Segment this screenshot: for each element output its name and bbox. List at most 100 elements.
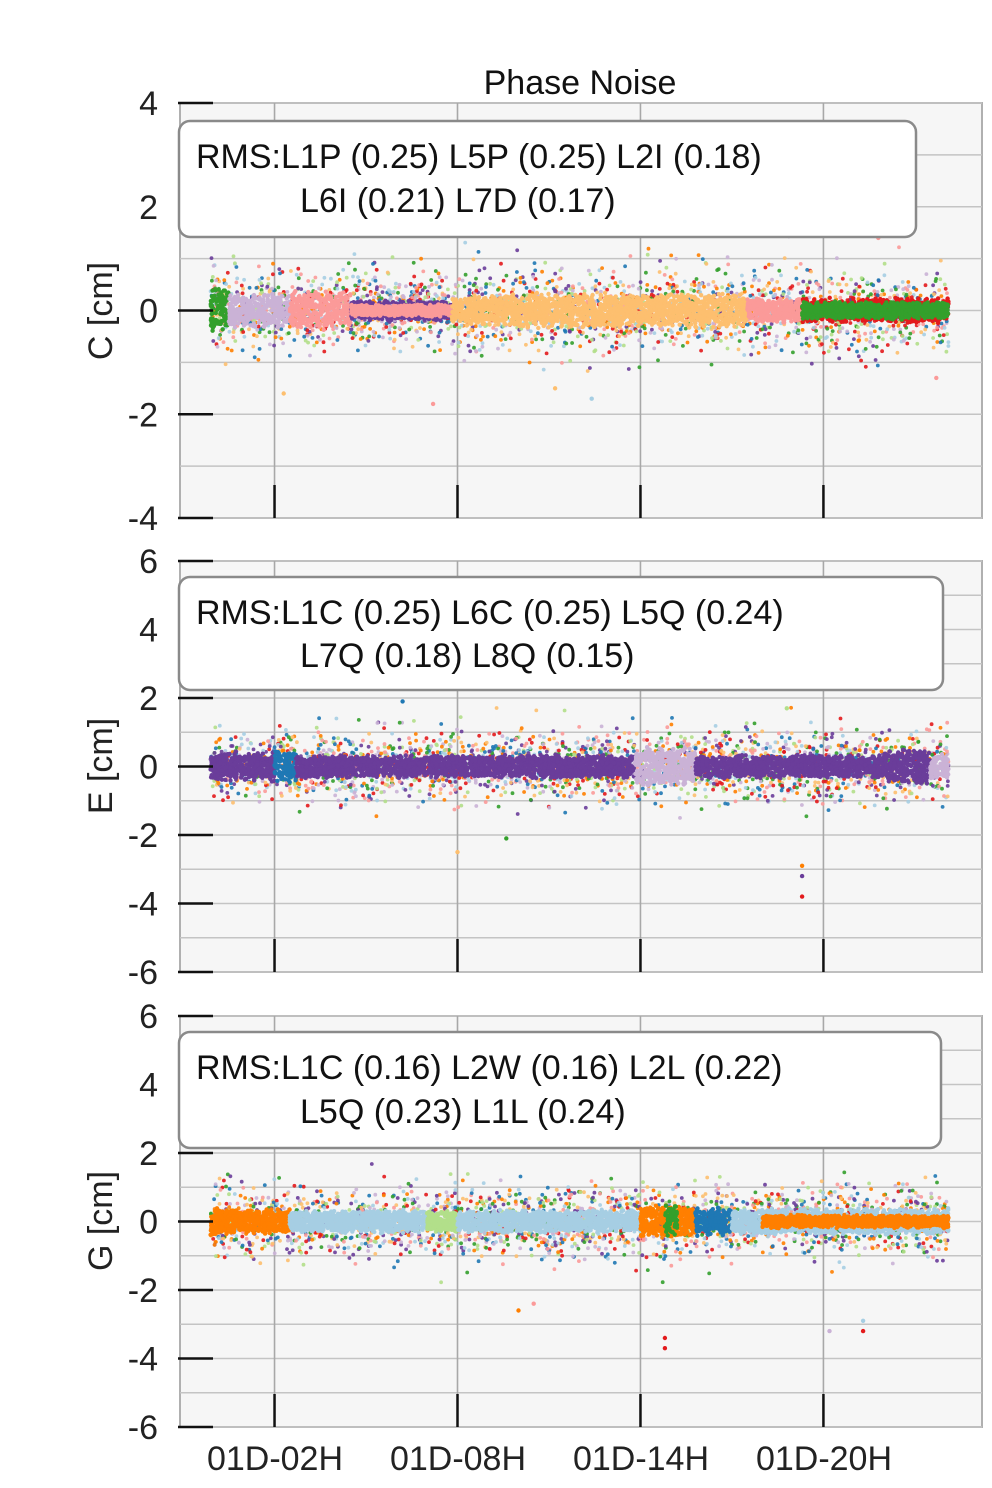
data-point	[931, 336, 935, 340]
data-point	[883, 262, 887, 266]
data-point	[915, 342, 919, 346]
data-point	[456, 313, 460, 317]
data-point	[384, 325, 388, 329]
data-point	[427, 285, 431, 289]
data-point	[845, 283, 849, 287]
data-point	[381, 290, 385, 294]
data-point	[710, 363, 714, 367]
data-point	[590, 338, 594, 342]
data-point	[438, 314, 442, 318]
data-point	[326, 311, 330, 315]
data-point	[356, 275, 360, 279]
data-point	[211, 299, 215, 303]
data-point	[232, 330, 236, 334]
data-point	[407, 328, 411, 332]
data-point	[241, 291, 245, 295]
data-point	[368, 327, 372, 331]
data-point	[665, 266, 669, 270]
data-point	[608, 284, 612, 288]
data-point	[421, 311, 425, 315]
data-point	[444, 276, 448, 280]
data-point	[343, 320, 347, 324]
data-point	[331, 343, 335, 347]
data-point	[859, 359, 863, 363]
data-point	[353, 312, 357, 316]
data-point	[885, 327, 889, 331]
data-point	[577, 282, 581, 286]
data-point	[845, 330, 849, 334]
data-point	[697, 284, 701, 288]
data-point	[446, 327, 450, 331]
data-point	[259, 281, 263, 285]
data-point	[720, 285, 724, 289]
data-point	[901, 334, 905, 338]
data-point	[935, 326, 939, 330]
data-point	[438, 331, 442, 335]
data-point	[757, 288, 761, 292]
data-point	[827, 279, 831, 283]
data-point	[377, 310, 381, 314]
data-point	[271, 262, 275, 266]
data-point	[292, 338, 296, 342]
data-point	[437, 340, 441, 344]
data-point	[810, 362, 814, 366]
data-point	[472, 258, 476, 262]
data-point	[828, 290, 832, 294]
data-point	[925, 272, 929, 276]
data-point	[857, 285, 861, 289]
data-point	[398, 350, 402, 354]
data-point	[508, 349, 512, 353]
data-point	[366, 282, 370, 286]
data-point	[474, 289, 478, 293]
data-point	[331, 307, 335, 311]
data-point	[866, 323, 870, 327]
data-point	[222, 278, 226, 282]
data-point	[414, 286, 418, 290]
data-point	[328, 337, 332, 341]
data-point	[650, 328, 654, 332]
data-point	[907, 336, 911, 340]
data-point	[302, 335, 306, 339]
data-point	[847, 347, 851, 351]
data-point	[552, 340, 556, 344]
data-point	[705, 262, 709, 266]
data-point	[764, 346, 768, 350]
data-point	[393, 331, 397, 335]
data-point	[610, 345, 614, 349]
data-point	[656, 358, 660, 362]
data-point	[226, 271, 230, 275]
data-point	[292, 305, 296, 309]
data-point	[233, 295, 237, 299]
data-point	[393, 313, 397, 317]
data-point	[394, 286, 398, 290]
data-point	[772, 294, 776, 298]
data-point	[637, 287, 641, 291]
data-point	[332, 331, 336, 335]
data-point	[699, 349, 703, 353]
data-point	[484, 285, 488, 289]
data-point	[418, 326, 422, 330]
data-point	[645, 288, 649, 292]
data-point	[939, 341, 943, 345]
data-point	[881, 331, 885, 335]
data-point	[824, 336, 828, 340]
data-point	[670, 335, 674, 339]
data-point	[578, 344, 582, 348]
data-point	[499, 262, 503, 266]
data-point	[454, 297, 458, 301]
data-point	[377, 335, 381, 339]
data-point	[518, 332, 522, 336]
data-point	[737, 348, 741, 352]
data-point	[321, 318, 325, 322]
data-point	[822, 351, 826, 355]
data-point	[869, 336, 873, 340]
data-point	[270, 287, 274, 291]
data-point	[212, 294, 216, 298]
data-point	[947, 340, 951, 344]
data-point	[619, 330, 623, 334]
data-point	[757, 279, 761, 283]
data-point	[749, 353, 753, 357]
data-point	[480, 331, 484, 335]
data-point	[467, 344, 471, 348]
data-point	[241, 348, 245, 352]
